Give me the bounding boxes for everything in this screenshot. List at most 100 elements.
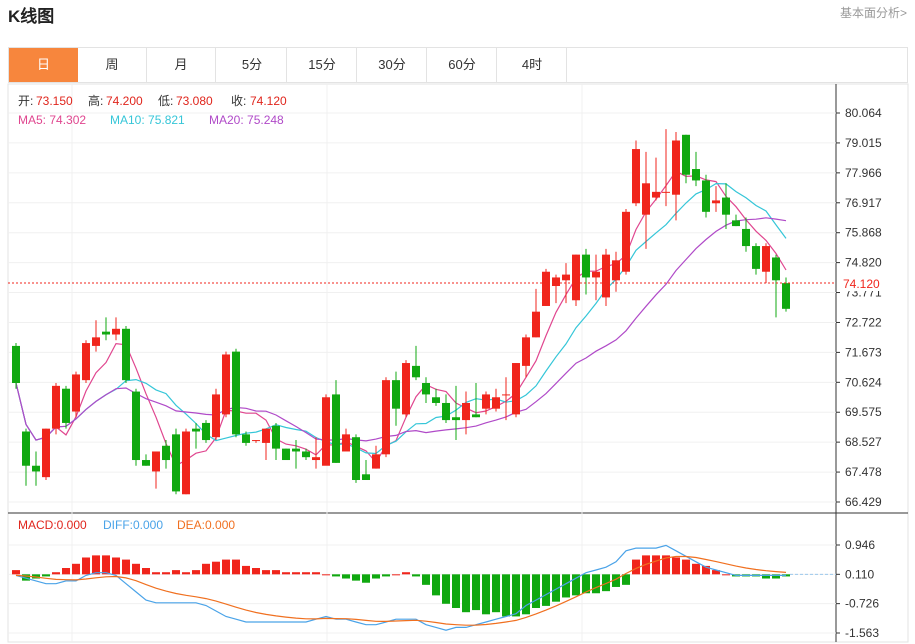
candle-body: [452, 417, 460, 421]
macd-bar: [432, 574, 440, 596]
candle-body: [32, 465, 40, 472]
macd-bar: [242, 565, 250, 575]
candle-body: [12, 345, 20, 384]
macd-bar: [262, 570, 270, 575]
close-label: 收:: [231, 94, 246, 108]
macd-bar: [572, 574, 580, 596]
candle-body: [252, 440, 260, 442]
candle-body: [692, 169, 700, 181]
candle-body: [722, 197, 730, 215]
candle-body: [42, 428, 50, 478]
macd-bar: [482, 574, 490, 615]
candle-body: [332, 394, 340, 463]
tab-60min[interactable]: 60分: [428, 48, 497, 82]
candle-body: [412, 365, 420, 378]
macd-bar: [162, 572, 170, 575]
macd-bar: [772, 574, 780, 579]
macd-bar: [272, 570, 280, 575]
macd-bar: [622, 574, 630, 585]
macd-bar: [672, 557, 680, 575]
tab-5min[interactable]: 5分: [218, 48, 287, 82]
tab-month[interactable]: 月: [147, 48, 216, 82]
candle-body: [772, 257, 780, 281]
candle-body: [182, 431, 190, 495]
macd-bar: [512, 574, 520, 617]
candle-body: [122, 328, 130, 381]
macd-bar: [292, 572, 300, 575]
price-tick-label: 75.868: [845, 226, 882, 240]
macd-bar: [412, 574, 420, 577]
macd-bar: [532, 574, 540, 608]
dea-line: [15, 555, 787, 626]
ma10-line: [15, 182, 787, 455]
tab-4h[interactable]: 4时: [498, 48, 567, 82]
macd-bar: [402, 572, 410, 575]
macd-bar: [452, 574, 460, 608]
candle-body: [402, 363, 410, 415]
macd-bar: [392, 574, 400, 576]
candle-body: [212, 394, 220, 438]
macd-bar: [132, 563, 140, 575]
candle-body: [762, 246, 770, 272]
period-tabs: 日 周 月 5分 15分 30分 60分 4时: [8, 47, 908, 83]
low-value: 73.080: [176, 94, 213, 108]
ma-lines: [15, 170, 787, 467]
candle-body: [22, 431, 30, 466]
tab-day[interactable]: 日: [9, 48, 78, 82]
candle-body: [372, 454, 380, 469]
macd-bar: [232, 559, 240, 575]
diff-label: DIFF:0.000: [103, 518, 163, 532]
close-value: 74.120: [250, 94, 287, 108]
tab-30min[interactable]: 30分: [358, 48, 427, 82]
macd-bar: [592, 574, 600, 594]
ma5-line: [15, 170, 787, 467]
tab-15min[interactable]: 15分: [288, 48, 357, 82]
macd-bar: [502, 574, 510, 617]
price-tick-label: 79.015: [845, 136, 882, 150]
candle-body: [592, 271, 600, 278]
candle-body: [192, 428, 200, 432]
open-label: 开:: [18, 94, 33, 108]
macd-bar: [332, 574, 340, 577]
candle-body: [62, 388, 70, 423]
candle-body: [302, 451, 310, 458]
macd-bar: [192, 570, 200, 575]
chart-frame: [7, 83, 909, 643]
low-label: 低:: [158, 94, 173, 108]
macd-bar: [662, 555, 670, 575]
candle-body: [362, 474, 370, 481]
macd-bar: [382, 574, 390, 577]
price-tick-label: 69.575: [845, 405, 882, 419]
candle-body: [382, 380, 390, 455]
candle-body: [52, 385, 60, 429]
candle-body: [472, 414, 480, 418]
candle-body: [152, 451, 160, 472]
candle-body: [662, 191, 670, 193]
price-tick-label: 72.722: [845, 315, 882, 329]
candle-body: [282, 448, 290, 461]
candle-body: [532, 311, 540, 338]
macd-bar: [42, 574, 50, 577]
price-tick-label: 71.673: [845, 345, 882, 359]
dea-label: DEA:0.000: [177, 518, 235, 532]
candle-body: [682, 134, 690, 175]
macd-bar: [112, 557, 120, 575]
macd-bar: [312, 572, 320, 575]
candle-body: [572, 254, 580, 301]
tab-week[interactable]: 周: [78, 48, 147, 82]
candle-body: [352, 437, 360, 481]
macd-bar: [222, 559, 230, 575]
fundamental-analysis-link[interactable]: 基本面分析>: [839, 6, 907, 20]
macd-bar: [722, 574, 730, 576]
candle-body: [422, 383, 430, 395]
macd-bar: [372, 574, 380, 579]
candle-body: [712, 200, 720, 204]
candle-body: [512, 363, 520, 415]
macd-bar: [72, 563, 80, 575]
candle-body: [702, 180, 710, 212]
macd-bar: [302, 572, 310, 575]
page-title: K线图: [8, 7, 55, 26]
macd-bar: [422, 574, 430, 585]
candle-body: [342, 434, 350, 452]
